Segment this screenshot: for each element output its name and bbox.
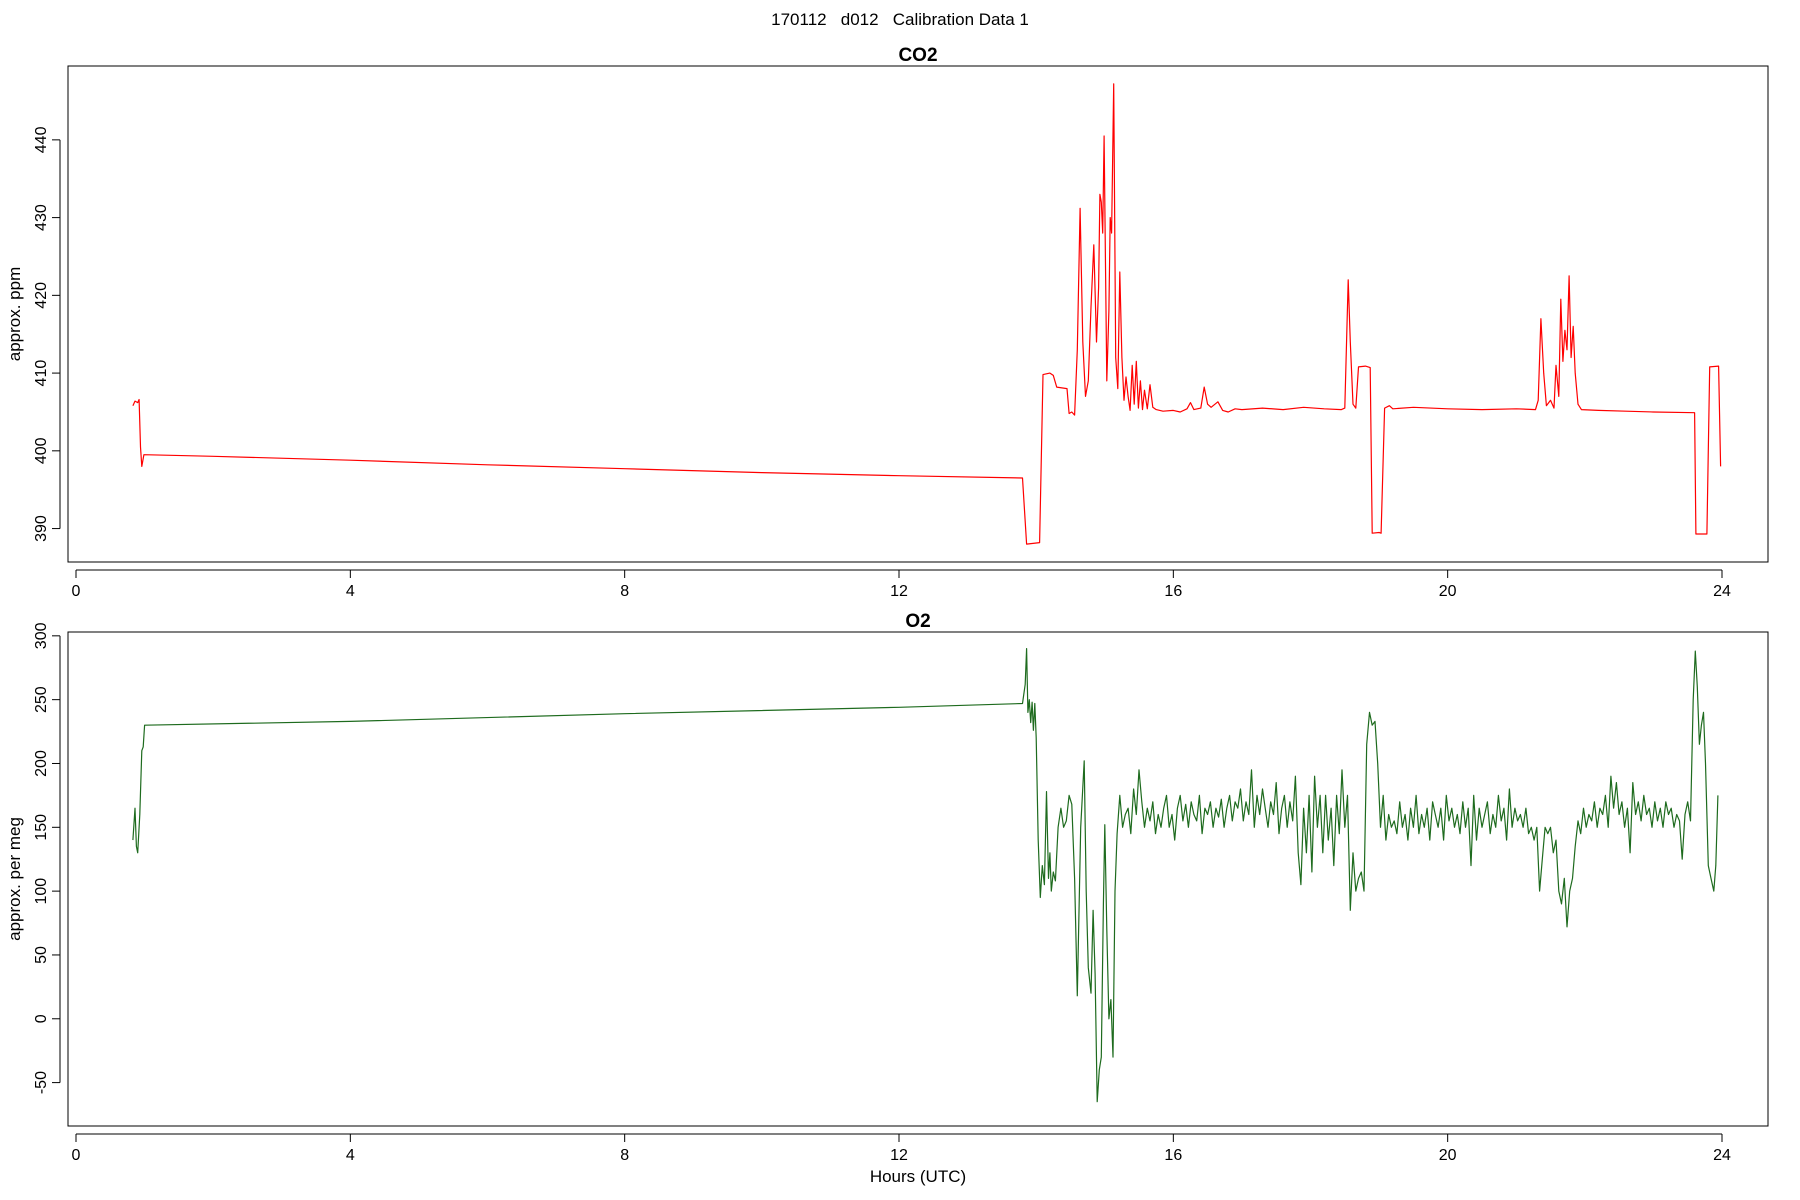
panel-1-y-tick-label: 410: [33, 360, 50, 387]
panel-1-x-tick-label: 20: [1439, 583, 1457, 600]
panel-2-y-tick-label: -50: [33, 1071, 50, 1094]
panel-2-x-tick-label: 24: [1713, 1147, 1731, 1164]
panel-2-series-line-1: [132, 647, 1719, 1103]
panel-1-y-tick-label: 400: [33, 437, 50, 464]
panel-2-y-tick-label: 0: [33, 1014, 50, 1023]
panel-1-x-tick-label: 16: [1164, 583, 1182, 600]
panel-1-x-tick-label: 0: [72, 583, 81, 600]
panel-1-series-line-1: [132, 83, 1722, 545]
panel-2-x-axis-label: Hours (UTC): [870, 1167, 966, 1186]
panel-2-x-tick-label: 0: [72, 1147, 81, 1164]
panel-2-y-axis-label: approx. per meg: [5, 817, 24, 941]
panel-2-y-tick-label: 150: [33, 814, 50, 841]
panel-1-x-tick-label: 4: [346, 583, 355, 600]
panel-1-y-tick-label: 440: [33, 126, 50, 153]
panel-2-plot-frame: [67, 631, 1769, 1127]
panel-2-title: O2: [905, 611, 930, 632]
panel-1-plot-frame: [67, 65, 1769, 563]
panel-1-title: CO2: [898, 45, 937, 66]
panel-2-y-tick-label: 200: [33, 750, 50, 777]
figure-title: 170112 d012 Calibration Data 1: [771, 10, 1029, 29]
panel-1-y-tick-label: 430: [33, 204, 50, 231]
panel-2-x-tick-label: 8: [620, 1147, 629, 1164]
panel-2-y-tick-label: 250: [33, 686, 50, 713]
panel-2-y-tick-label: 50: [33, 946, 50, 964]
panel-2-x-tick-label: 16: [1164, 1147, 1182, 1164]
panel-2-y-tick-label: 100: [33, 878, 50, 905]
panel-1-x-tick-label: 24: [1713, 583, 1731, 600]
panel-1-x-tick-label: 12: [890, 583, 908, 600]
panel-1-x-tick-label: 8: [620, 583, 629, 600]
panel-2-y-tick-label: 300: [33, 622, 50, 649]
panel-1-y-axis-label: approx. ppm: [5, 267, 24, 362]
panel-1-y-tick-label: 390: [33, 515, 50, 542]
panel-2-x-tick-label: 20: [1439, 1147, 1457, 1164]
panel-1-y-tick-label: 420: [33, 282, 50, 309]
panel-2-x-tick-label: 12: [890, 1147, 908, 1164]
panel-2-x-tick-label: 4: [346, 1147, 355, 1164]
